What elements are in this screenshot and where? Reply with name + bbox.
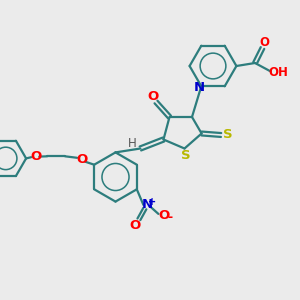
Text: O: O xyxy=(130,219,141,232)
Text: O: O xyxy=(259,36,269,50)
Text: N: N xyxy=(194,81,206,94)
Text: O: O xyxy=(159,209,170,222)
Text: OH: OH xyxy=(268,66,288,80)
Text: S: S xyxy=(223,128,232,142)
Text: N: N xyxy=(141,198,153,212)
Text: -: - xyxy=(168,211,173,224)
Text: H: H xyxy=(128,136,136,150)
Text: O: O xyxy=(76,153,87,166)
Text: S: S xyxy=(181,148,191,162)
Text: O: O xyxy=(147,89,159,103)
Text: +: + xyxy=(148,197,157,207)
Text: O: O xyxy=(30,150,41,164)
